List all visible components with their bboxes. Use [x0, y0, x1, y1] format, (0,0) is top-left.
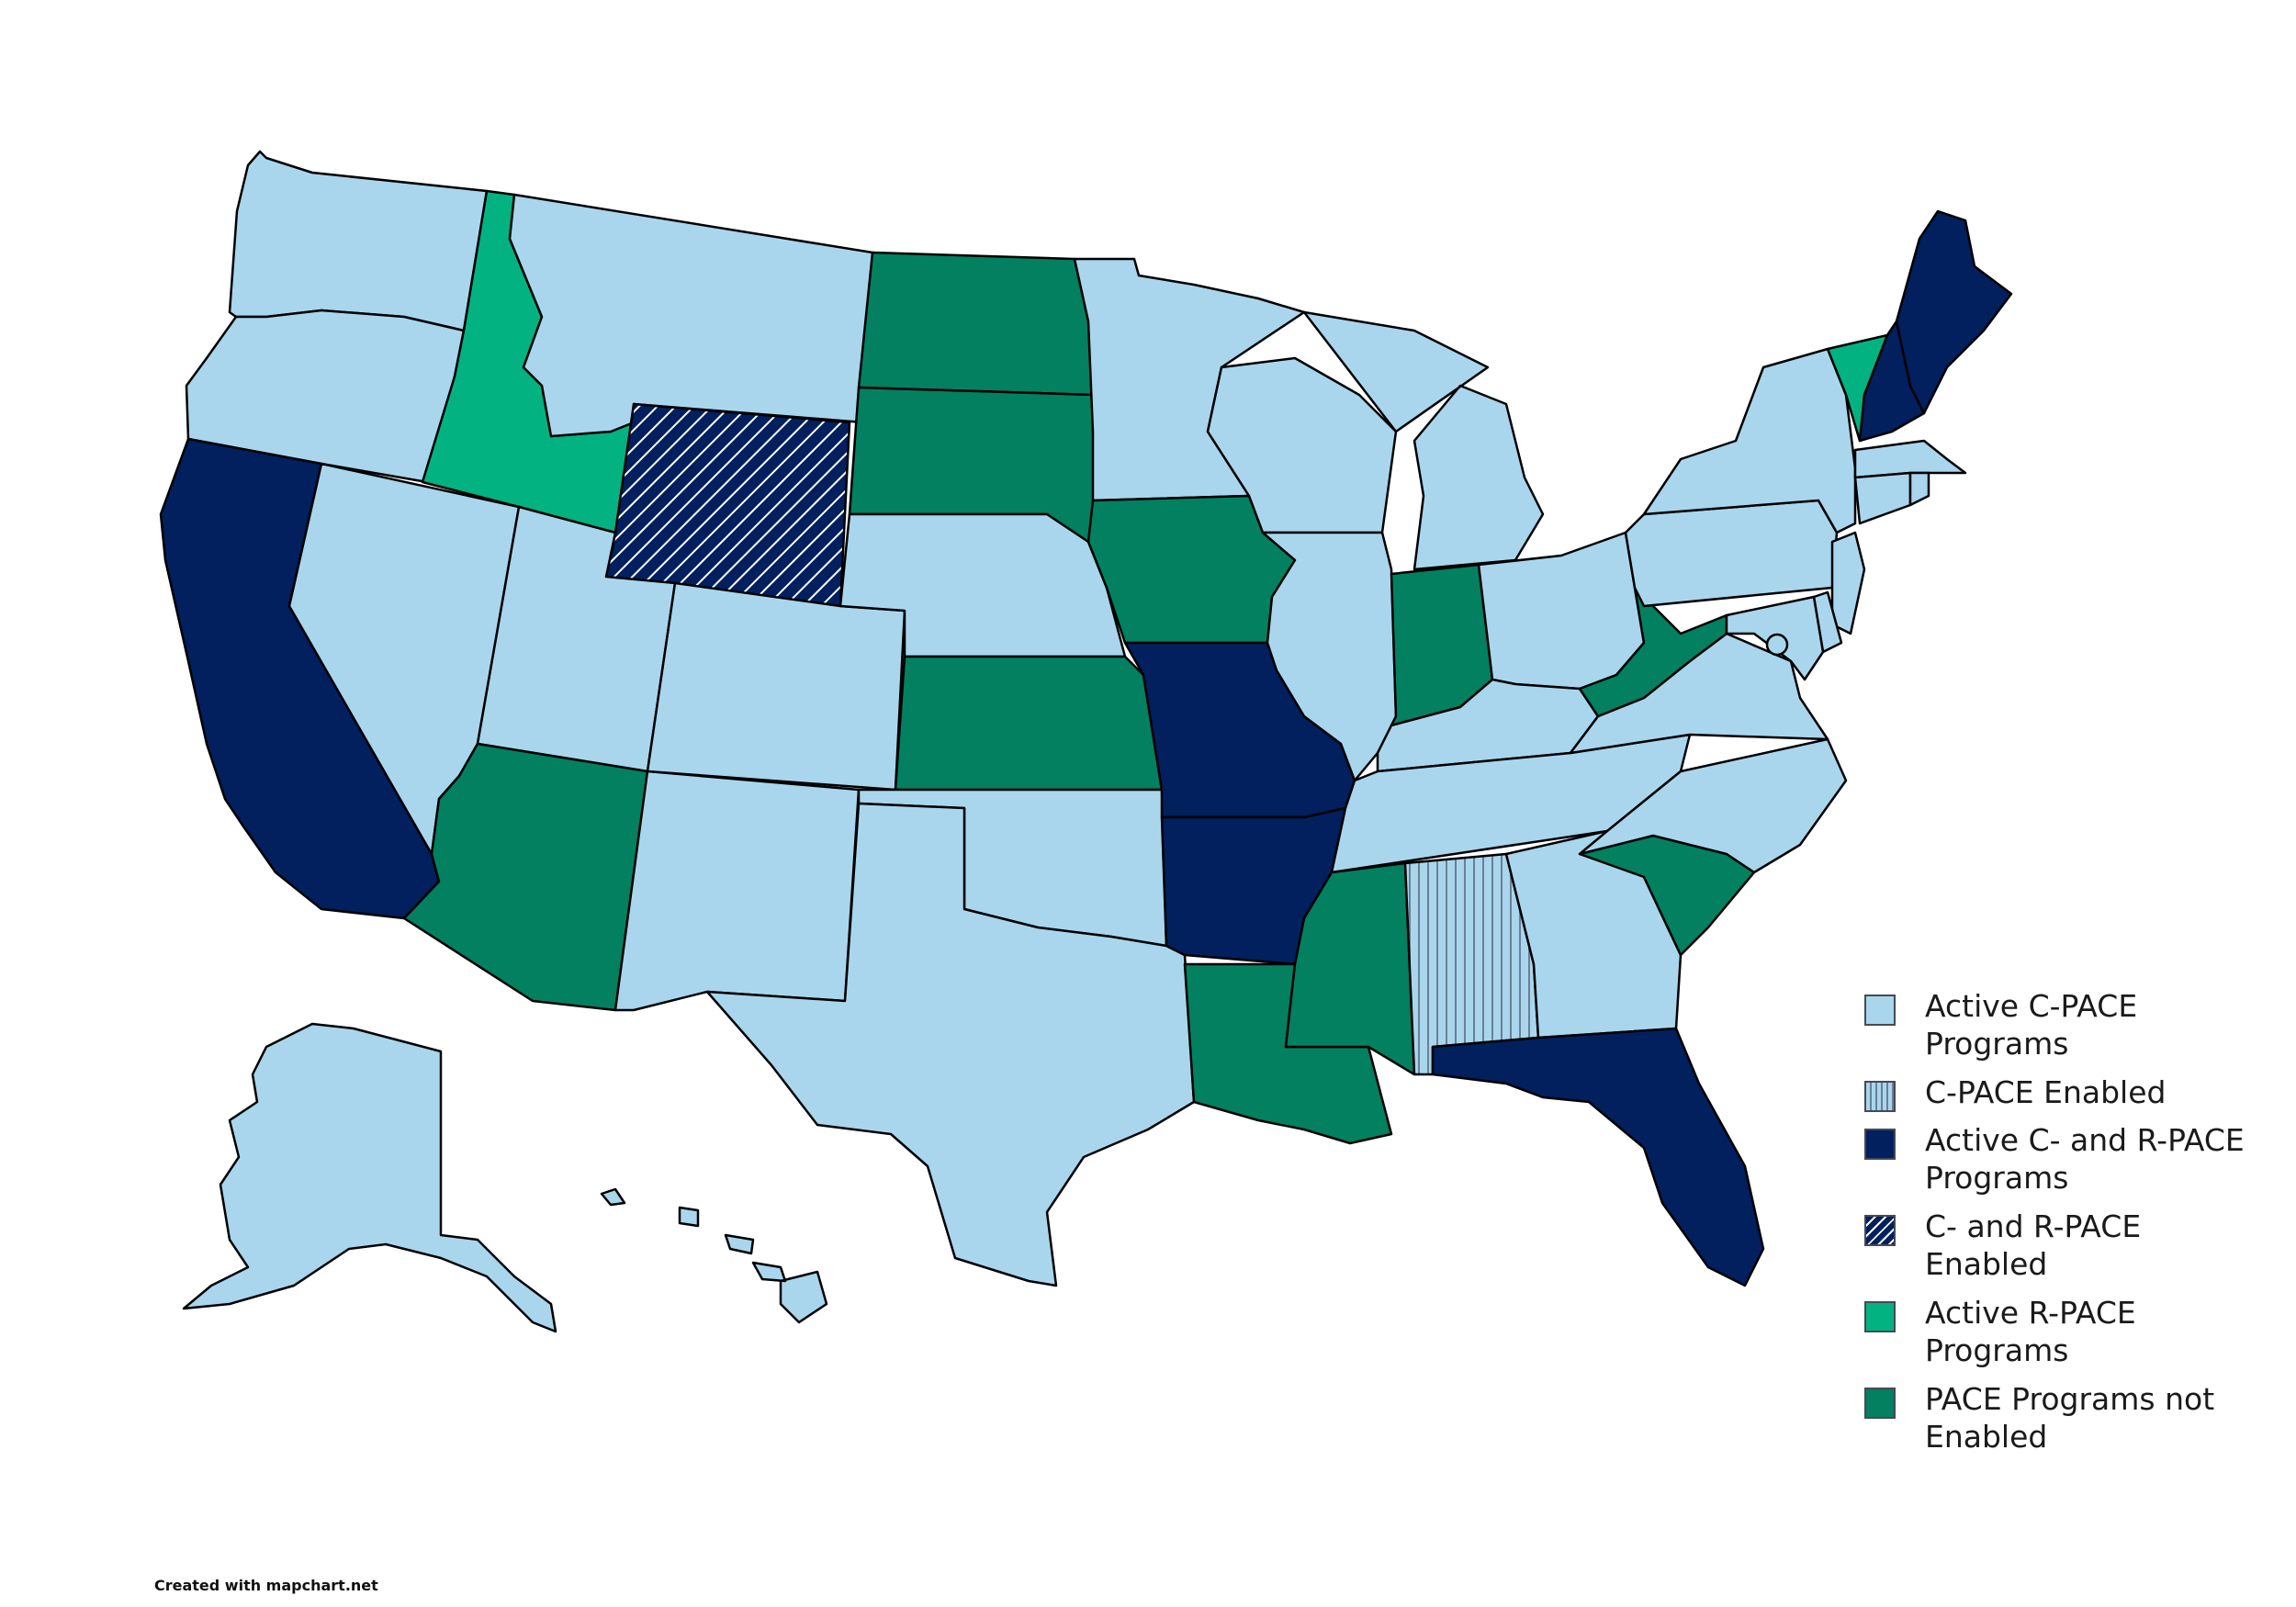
legend-item-not-enabled: PACE Programs not Enabled: [1864, 1380, 2268, 1467]
state-ks[interactable]: [894, 655, 1164, 792]
legend-label-active-r-pace: Active R-PACE Programs: [1925, 1295, 2136, 1368]
state-mt[interactable]: [508, 193, 874, 438]
state-nd[interactable]: [857, 251, 1095, 397]
legend-swatch-not-enabled: [1864, 1388, 1896, 1419]
legend-label-c-and-r-enabled: C- and R-PACE Enabled: [1925, 1208, 2142, 1282]
state-il[interactable]: [1261, 531, 1398, 782]
state-wa[interactable]: [228, 150, 489, 332]
legend-swatch-c-and-r-enabled: [1864, 1215, 1896, 1246]
state-ri[interactable]: [1908, 471, 1930, 507]
legend-label-c-pace-enabled: C-PACE Enabled: [1925, 1074, 2167, 1110]
legend-label-active-c-and-r-pace: Active C- and R-PACE Programs: [1925, 1122, 2245, 1196]
state-ct[interactable]: [1853, 471, 1912, 525]
legend-swatch-active-c-pace: [1864, 995, 1896, 1026]
state-me[interactable]: [1895, 209, 2013, 415]
legend-item-active-r-pace: Active R-PACE Programs: [1864, 1294, 2268, 1380]
state-mi[interactable]: [1302, 310, 1545, 571]
state-hi[interactable]: [600, 1187, 828, 1324]
legend-item-c-pace-enabled: C-PACE Enabled: [1864, 1073, 2268, 1121]
state-nm[interactable]: [613, 770, 861, 1012]
legend-item-c-and-r-enabled: C- and R-PACE Enabled: [1864, 1208, 2268, 1294]
legend-swatch-active-r-pace: [1864, 1301, 1896, 1332]
state-nc[interactable]: [1578, 737, 1848, 874]
credit-text: Created with mapchart.net: [154, 1577, 378, 1594]
state-pa[interactable]: [1624, 499, 1839, 608]
legend-item-active-c-and-r-pace: Active C- and R-PACE Programs: [1864, 1121, 2268, 1208]
legend-item-active-c-pace: Active C-PACE Programs: [1864, 987, 2268, 1073]
legend-swatch-c-pace-enabled: [1864, 1081, 1896, 1112]
state-wy[interactable]: [604, 402, 851, 608]
state-ak[interactable]: [182, 1022, 557, 1333]
state-ny[interactable]: [1642, 347, 1857, 534]
legend-label-active-c-pace: Active C-PACE Programs: [1925, 988, 2138, 1062]
state-fl[interactable]: [1431, 1027, 1765, 1287]
legend: Active C-PACE Programs C-PACE Enabled Ac…: [1864, 987, 2268, 1467]
state-nj[interactable]: [1830, 531, 1866, 635]
state-dc[interactable]: [1765, 633, 1789, 657]
state-co[interactable]: [646, 581, 906, 792]
legend-label-not-enabled: PACE Programs not Enabled: [1925, 1381, 2215, 1455]
state-tx[interactable]: [705, 802, 1196, 1287]
legend-swatch-active-c-and-r-pace: [1864, 1129, 1896, 1160]
